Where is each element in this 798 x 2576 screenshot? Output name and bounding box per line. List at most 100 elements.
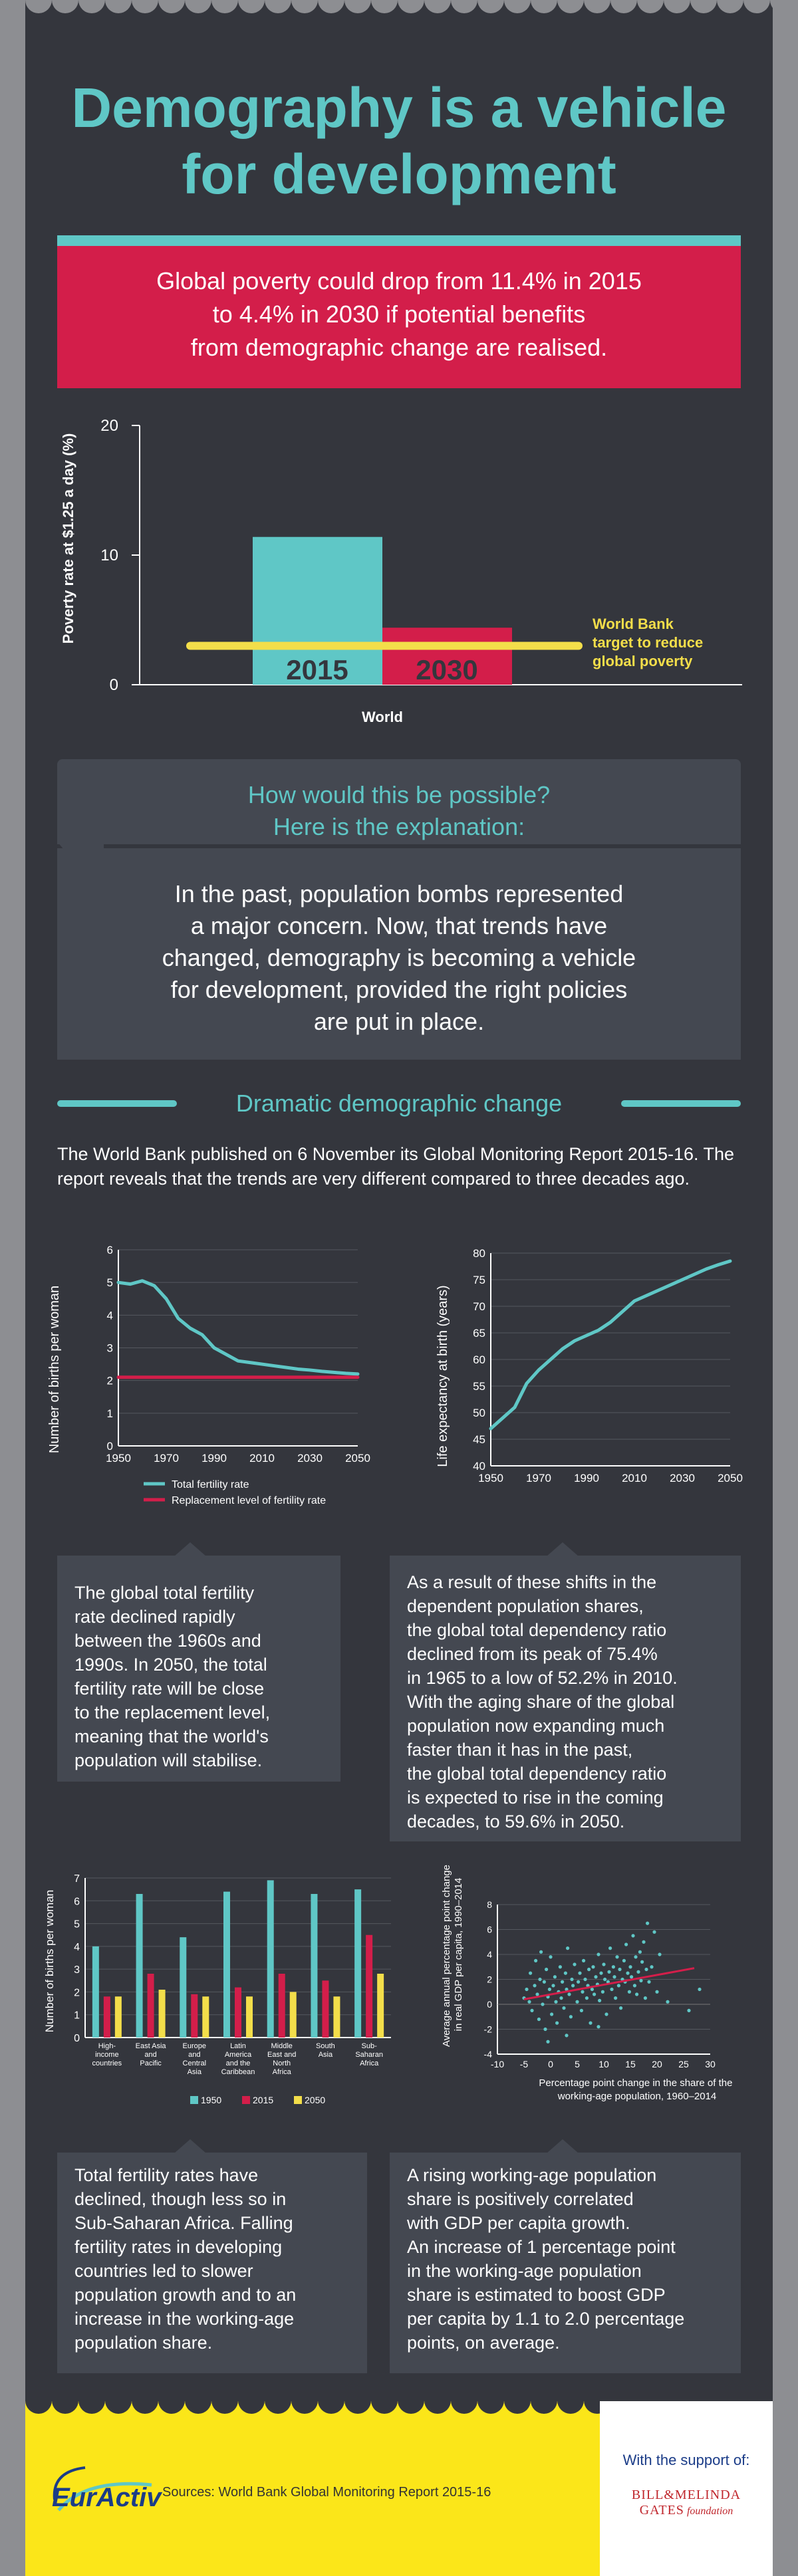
text-line: between the 1960s and [74, 1631, 261, 1651]
scatter-point [561, 1980, 565, 1984]
bar-label-2030: 2030 [416, 654, 477, 685]
euractiv-logo-text: EurActiv [52, 2483, 163, 2512]
target-label-line: global poverty [593, 653, 693, 669]
scallop [371, 2400, 398, 2414]
category-label: High-income countries [92, 2042, 122, 2067]
scatter-point [542, 1980, 546, 1984]
category-label-line: South [316, 2042, 335, 2050]
scatter-point [530, 2008, 534, 2012]
text-line: declined, though less so in [74, 2189, 287, 2209]
category-label-line: Caribbean [221, 2068, 255, 2076]
heading-rule-right [621, 1100, 741, 1107]
x-tick-label: -5 [520, 2059, 529, 2069]
y-tick-label: 0 [487, 1999, 492, 2010]
scatter-point [643, 1996, 647, 2000]
text-line: With the aging share of the global [407, 1692, 675, 1712]
highlight-line: Global poverty could drop from 11.4% in … [156, 267, 642, 294]
scatter-point [604, 2012, 608, 2016]
legend-label: 1950 [201, 2095, 221, 2105]
scatter-point [636, 1970, 640, 1974]
bar-1950 [311, 1894, 318, 2038]
x-tick-label: 15 [625, 2059, 636, 2069]
category-label-line: Pacific [140, 2059, 162, 2067]
scatter-point [618, 1967, 622, 1972]
category-label-line: Africa [273, 2068, 292, 2076]
scatter-point [635, 1992, 639, 1996]
scatter-ylabel: Average annual percentage point change i… [441, 1862, 464, 2047]
scallop [238, 2400, 265, 2414]
scatter-point [603, 1977, 607, 1982]
scatter-point [650, 1965, 654, 1969]
scallop [132, 2400, 158, 2414]
x-tick-label: -10 [491, 2059, 504, 2069]
gates-logo-line: foundation [686, 2506, 733, 2517]
text-line: 1990s. In 2050, the total [74, 1655, 267, 1675]
y-tick-label: 6 [74, 1896, 80, 1907]
scatter-ylabel-line: Average annual percentage point change [441, 1865, 452, 2047]
explanation-text: In the past, population bombs represente… [84, 878, 714, 1038]
scallop [318, 2400, 344, 2414]
category-label: South Asia [316, 2042, 335, 2059]
explanation-line: are put in place. [313, 1008, 485, 1035]
bar-2050 [289, 1992, 297, 2038]
scatter-point [559, 1996, 563, 2000]
scatter-point [575, 2000, 579, 2004]
euractiv-logo[interactable]: EurActiv [45, 2458, 165, 2525]
legend-swatch-2050 [294, 2096, 302, 2104]
gdp-scatter-chart: Average annual percentage point change i… [441, 1862, 732, 2102]
text-line: share is positively correlated [407, 2189, 634, 2209]
bar-2030 [382, 628, 512, 685]
scallop [424, 2400, 451, 2414]
category-label-line: and [144, 2051, 156, 2059]
y-tick-label: 4 [487, 1949, 492, 1960]
x-tick-label: 1990 [201, 1452, 227, 1464]
y-tick-label: 3 [74, 1964, 80, 1976]
x-tick-label: 0 [548, 2059, 553, 2069]
y-tick-label: -2 [484, 2024, 493, 2035]
fertility-chart-ylabel: Number of births per woman [47, 1286, 62, 1453]
gates-foundation-logo[interactable]: BILL&MELINDA GATES foundation [600, 2488, 773, 2518]
category-label: Sub-Saharan Africa [355, 2042, 383, 2067]
category-label-line: North [273, 2059, 291, 2067]
scallop [25, 2400, 52, 2414]
life-chart-ylabel: Life expectancy at birth (years) [436, 1285, 450, 1466]
scallop [344, 0, 371, 13]
scallop [265, 2400, 291, 2414]
scatter-xlabel-line: Percentage point change in the share of … [539, 2077, 732, 2089]
regional-text: Total fertility rates have declined, tho… [74, 2163, 296, 2355]
scatter-point [634, 1955, 638, 1959]
text-line: population now expanding much [407, 1716, 665, 1736]
text-line: rate declined rapidly [74, 1607, 235, 1627]
scallop [238, 0, 265, 13]
scallop [185, 2400, 211, 2414]
text-line: the global total dependency ratio [407, 1620, 667, 1640]
category-label-line: East Asia [136, 2042, 167, 2050]
category-label-line: Sub- [362, 2042, 378, 2050]
scallop [451, 2400, 477, 2414]
text-line: fertility rates in developing [74, 2237, 283, 2257]
scallop [52, 0, 78, 13]
bar-1950 [92, 1946, 99, 2038]
scatter-point [550, 2012, 554, 2016]
scallop [610, 0, 637, 13]
bar-2050 [377, 1974, 384, 2038]
text-line: As a result of these shifts in the [407, 1572, 657, 1592]
scatter-point [631, 1934, 635, 1938]
scatter-point [597, 2025, 600, 2029]
scatter-point [569, 2015, 573, 2019]
text-line: share is estimated to boost GDP [407, 2285, 666, 2305]
fertility-text: The global total fertility rate declined… [74, 1581, 270, 1772]
scatter-point [652, 1930, 656, 1934]
scatter-point [590, 1987, 594, 1992]
scatter-point [666, 2000, 670, 2004]
bar-2050 [333, 1996, 340, 2038]
y-tick-label: 0 [110, 676, 118, 694]
scatter-point [639, 1978, 643, 1982]
scallop [664, 0, 690, 13]
footer: EurActiv Sources: World Bank Global Moni… [25, 2400, 773, 2576]
scatter-point [655, 1990, 659, 1994]
x-tick-label: 1950 [106, 1452, 131, 1464]
category-label-line: Saharan [355, 2051, 383, 2059]
scatter-point [558, 1965, 562, 1969]
text-line: The global total fertility [74, 1583, 255, 1603]
